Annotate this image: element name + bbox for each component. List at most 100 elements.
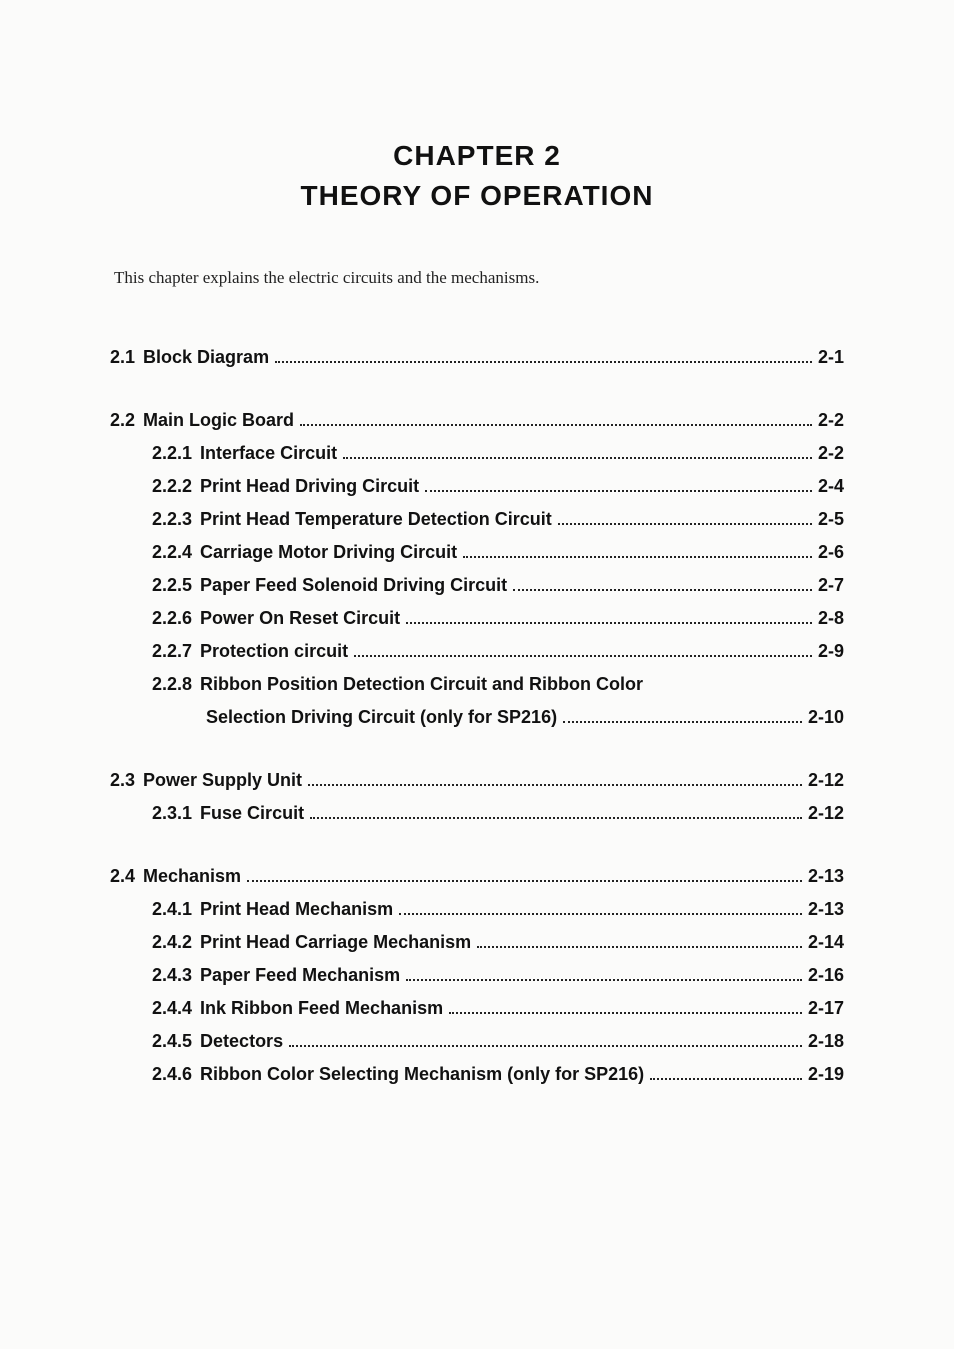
toc-page: 2-18 xyxy=(808,1028,844,1055)
toc-page: 2-13 xyxy=(808,896,844,923)
toc-page: 2-2 xyxy=(818,440,844,467)
toc-number: 2.1 xyxy=(110,344,135,371)
toc-entry: 2.2.4 Carriage Motor Driving Circuit 2-6 xyxy=(110,539,844,566)
toc-entry-continuation: Selection Driving Circuit (only for SP21… xyxy=(110,704,844,731)
toc-label: Paper Feed Mechanism xyxy=(200,962,400,989)
toc-leader-dots xyxy=(289,1045,802,1047)
toc-page: 2-13 xyxy=(808,863,844,890)
chapter-number: CHAPTER 2 xyxy=(110,140,844,172)
toc-number: 2.4.2 xyxy=(152,929,192,956)
toc-page: 2-1 xyxy=(818,344,844,371)
toc-number: 2.2.4 xyxy=(152,539,192,566)
toc-page: 2-10 xyxy=(808,704,844,731)
toc-number: 2.2.2 xyxy=(152,473,192,500)
toc-entry: 2.4 Mechanism 2-13 xyxy=(110,863,844,890)
toc-label: Print Head Mechanism xyxy=(200,896,393,923)
toc-label: Protection circuit xyxy=(200,638,348,665)
toc-page: 2-4 xyxy=(818,473,844,500)
toc-leader-dots xyxy=(425,490,812,492)
toc-leader-dots xyxy=(563,721,802,723)
toc-number: 2.4.3 xyxy=(152,962,192,989)
toc-number: 2.4.6 xyxy=(152,1061,192,1088)
toc-entry: 2.2.1 Interface Circuit 2-2 xyxy=(110,440,844,467)
toc-label: Carriage Motor Driving Circuit xyxy=(200,539,457,566)
toc-leader-dots xyxy=(399,913,802,915)
toc-leader-dots xyxy=(449,1012,802,1014)
toc-entry: 2.4.1 Print Head Mechanism 2-13 xyxy=(110,896,844,923)
toc-entry: 2.4.6 Ribbon Color Selecting Mechanism (… xyxy=(110,1061,844,1088)
toc-label: Fuse Circuit xyxy=(200,800,304,827)
toc-page: 2-5 xyxy=(818,506,844,533)
toc-section-2-4: 2.4 Mechanism 2-13 2.4.1 Print Head Mech… xyxy=(110,863,844,1088)
toc-leader-dots xyxy=(247,880,802,882)
toc-label: Mechanism xyxy=(143,863,241,890)
toc-leader-dots xyxy=(354,655,812,657)
toc-leader-dots xyxy=(513,589,812,591)
toc-number: 2.4.4 xyxy=(152,995,192,1022)
toc-number: 2.2.7 xyxy=(152,638,192,665)
toc-number: 2.2.5 xyxy=(152,572,192,599)
toc-page: 2-12 xyxy=(808,800,844,827)
toc-number: 2.3.1 xyxy=(152,800,192,827)
toc-page: 2-8 xyxy=(818,605,844,632)
toc-leader-dots xyxy=(310,817,802,819)
toc-leader-dots xyxy=(477,946,802,948)
toc-label: Ink Ribbon Feed Mechanism xyxy=(200,995,443,1022)
toc-entry: 2.4.3 Paper Feed Mechanism 2-16 xyxy=(110,962,844,989)
toc-number: 2.2 xyxy=(110,407,135,434)
toc-number: 2.4.5 xyxy=(152,1028,192,1055)
toc-entry: 2.2.3 Print Head Temperature Detection C… xyxy=(110,506,844,533)
toc-page: 2-16 xyxy=(808,962,844,989)
toc-number: 2.4.1 xyxy=(152,896,192,923)
toc-entry: 2.2 Main Logic Board 2-2 xyxy=(110,407,844,434)
toc-page: 2-7 xyxy=(818,572,844,599)
toc-label: Ribbon Position Detection Circuit and Ri… xyxy=(200,671,643,698)
toc-label: Print Head Driving Circuit xyxy=(200,473,419,500)
toc-leader-dots xyxy=(406,622,812,624)
toc-section-2-3: 2.3 Power Supply Unit 2-12 2.3.1 Fuse Ci… xyxy=(110,767,844,827)
toc-label: Power On Reset Circuit xyxy=(200,605,400,632)
toc-number: 2.2.6 xyxy=(152,605,192,632)
toc-entry: 2.2.2 Print Head Driving Circuit 2-4 xyxy=(110,473,844,500)
toc-entry: 2.2.5 Paper Feed Solenoid Driving Circui… xyxy=(110,572,844,599)
toc-entry: 2.3 Power Supply Unit 2-12 xyxy=(110,767,844,794)
toc-number: 2.3 xyxy=(110,767,135,794)
toc-leader-dots xyxy=(343,457,812,459)
toc-label: Ribbon Color Selecting Mechanism (only f… xyxy=(200,1061,644,1088)
toc-leader-dots xyxy=(300,424,812,426)
toc-leader-dots xyxy=(406,979,802,981)
toc-leader-dots xyxy=(308,784,802,786)
toc-entry: 2.2.7 Protection circuit 2-9 xyxy=(110,638,844,665)
toc-label: Print Head Carriage Mechanism xyxy=(200,929,471,956)
toc-label: Selection Driving Circuit (only for SP21… xyxy=(206,704,557,731)
toc-leader-dots xyxy=(463,556,812,558)
toc-entry: 2.4.2 Print Head Carriage Mechanism 2-14 xyxy=(110,929,844,956)
toc-number: 2.2.8 xyxy=(152,671,192,698)
toc-entry: 2.2.6 Power On Reset Circuit 2-8 xyxy=(110,605,844,632)
toc-page: 2-14 xyxy=(808,929,844,956)
table-of-contents: 2.1 Block Diagram 2-1 2.2 Main Logic Boa… xyxy=(110,344,844,1088)
toc-entry: 2.4.5 Detectors 2-18 xyxy=(110,1028,844,1055)
toc-number: 2.4 xyxy=(110,863,135,890)
document-page: CHAPTER 2 THEORY OF OPERATION This chapt… xyxy=(0,0,954,1349)
toc-page: 2-2 xyxy=(818,407,844,434)
toc-label: Detectors xyxy=(200,1028,283,1055)
toc-entry: 2.4.4 Ink Ribbon Feed Mechanism 2-17 xyxy=(110,995,844,1022)
toc-label: Interface Circuit xyxy=(200,440,337,467)
toc-entry-multiline: 2.2.8 Ribbon Position Detection Circuit … xyxy=(110,671,844,698)
toc-leader-dots xyxy=(275,361,812,363)
toc-leader-dots xyxy=(650,1078,802,1080)
toc-page: 2-9 xyxy=(818,638,844,665)
toc-label: Block Diagram xyxy=(143,344,269,371)
chapter-intro: This chapter explains the electric circu… xyxy=(114,268,844,288)
toc-page: 2-12 xyxy=(808,767,844,794)
toc-page: 2-6 xyxy=(818,539,844,566)
toc-label: Power Supply Unit xyxy=(143,767,302,794)
toc-leader-dots xyxy=(558,523,812,525)
chapter-title: THEORY OF OPERATION xyxy=(110,180,844,212)
toc-entry: 2.1 Block Diagram 2-1 xyxy=(110,344,844,371)
toc-section-2-1: 2.1 Block Diagram 2-1 xyxy=(110,344,844,371)
toc-label: Print Head Temperature Detection Circuit xyxy=(200,506,552,533)
toc-page: 2-17 xyxy=(808,995,844,1022)
toc-number: 2.2.1 xyxy=(152,440,192,467)
